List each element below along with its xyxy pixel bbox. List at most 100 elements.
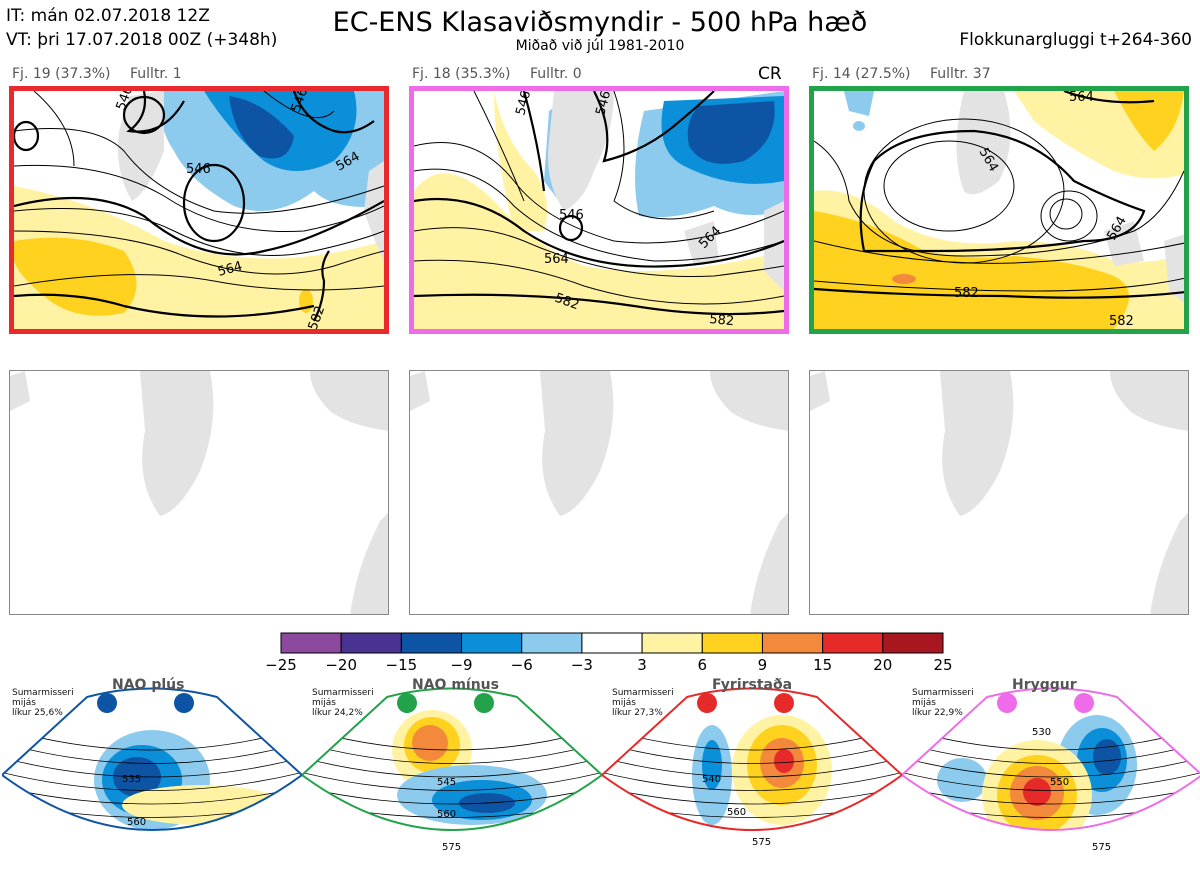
colorbar [280, 632, 944, 654]
colorbar-tick-label: −6 [510, 656, 533, 674]
height-contour [2, 754, 302, 778]
regime-note-line: Sumarmisseri [312, 688, 374, 698]
colorbar-tick-label: 3 [637, 656, 647, 674]
regime-note: Sumarmisseri mijás líkur 25,6% [12, 688, 74, 718]
cluster-1-control: Fulltr. 1 [130, 66, 182, 82]
height-contour [602, 754, 902, 778]
contour-label: 546 [593, 91, 614, 117]
height-contour [2, 784, 302, 805]
contour-label: 564 [544, 252, 569, 267]
regime-note-line: mijás [612, 698, 636, 708]
colorbar-tick-label: −9 [450, 656, 473, 674]
height-contour [302, 754, 602, 778]
regime-contour-label: 540 [702, 774, 721, 785]
regime-marker-dot [774, 693, 794, 713]
cluster-2-control: Fulltr. 0 [530, 66, 582, 82]
regime-contour-label: 545 [437, 777, 456, 788]
colorbar-cell [761, 632, 824, 654]
regime-note-line: Sumarmisseri [612, 688, 674, 698]
regime-map: 545 560 575 [302, 687, 602, 853]
colorbar-tick-label: −20 [325, 656, 357, 674]
contour-label: 582 [954, 286, 979, 301]
height-contour [602, 784, 902, 805]
contour-label: 546 [559, 208, 584, 223]
regime-map: 530 550 575 [902, 687, 1200, 866]
regime-marker-dot [1074, 693, 1094, 713]
regime-contour-label: 575 [752, 837, 771, 848]
colorbar-tick-label: 25 [933, 656, 953, 674]
anomaly-shading [1012, 854, 1042, 866]
page-title: EC-ENS Klasaviðsmyndir - 500 hPa hæð [332, 7, 868, 38]
regime-contour-label: 530 [1032, 727, 1051, 738]
colorbar-cell [882, 632, 944, 654]
colorbar-cell [521, 632, 583, 654]
colorbar-tick-label: 9 [757, 656, 768, 674]
regime-note-line: líkur 25,6% [12, 708, 63, 718]
height-contour [2, 829, 302, 830]
colorbar-tick-label: −3 [570, 656, 593, 674]
height-contour [902, 829, 1200, 830]
regime-map: 540 560 575 [602, 687, 902, 848]
height-contour [602, 769, 902, 791]
regime-note-line: mijás [312, 698, 336, 708]
cluster-3-control: Fulltr. 37 [930, 66, 991, 82]
cr-badge: CR [758, 64, 782, 84]
colorbar-cell [701, 632, 763, 654]
height-contour [302, 739, 602, 764]
height-contour [902, 784, 1200, 805]
init-time: IT: mán 02.07.2018 12Z [6, 6, 210, 26]
colorbar-cell [641, 632, 703, 654]
colorbar-cell [340, 632, 402, 654]
height-contour [902, 739, 1200, 764]
regime-note: Sumarmisseri mijás líkur 24,2% [312, 688, 374, 718]
regime-contour-label: 560 [127, 817, 146, 828]
height-contour [2, 845, 302, 858]
regime-note: Sumarmisseri mijás líkur 27,3% [612, 688, 674, 718]
regime-note-line: líkur 22,9% [912, 708, 963, 718]
regime-note: Sumarmisseri mijás líkur 22,9% [912, 688, 974, 718]
cluster-3-map: 564 564 564 582 582 [809, 86, 1189, 334]
regime-title: Hryggur [1012, 677, 1077, 693]
regime-note-line: Sumarmisseri [912, 688, 974, 698]
colorbar-cell [280, 632, 342, 654]
height-contour [2, 769, 302, 791]
regime-note-line: líkur 27,3% [612, 708, 663, 718]
contour-label: 564 [1069, 91, 1094, 105]
regime-contour-label: 575 [1092, 842, 1111, 853]
colorbar-tick-label: 20 [873, 656, 893, 674]
regime-contour-label: 575 [442, 842, 461, 853]
regime-contour-label: 535 [122, 774, 141, 785]
regime-marker-dot [397, 693, 417, 713]
regime-contour-label: 560 [727, 807, 746, 818]
anomaly-shading [937, 758, 987, 802]
colorbar-cell [822, 632, 884, 654]
anomaly-shading [412, 725, 448, 761]
page-subtitle: Miðað við júl 1981-2010 [515, 38, 685, 54]
regime-note-line: líkur 24,2% [312, 708, 363, 718]
regime-marker-dot [474, 693, 494, 713]
empty-map-3 [809, 370, 1189, 615]
colorbar-tick-label: −25 [265, 656, 297, 674]
valid-time: VT: þri 17.07.2018 00Z (+348h) [6, 30, 278, 50]
regime-title: Fyrirstaða [712, 677, 793, 693]
empty-map-1 [9, 370, 389, 615]
contour-label: 546 [513, 91, 534, 117]
regime-contour-label: 550 [1050, 777, 1069, 788]
cluster-1-label: Fj. 19 (37.3%) [12, 66, 111, 82]
cluster-2-label: Fj. 18 (35.3%) [412, 66, 511, 82]
colorbar-cell [581, 632, 643, 654]
regime-note-line: mijás [12, 698, 36, 708]
regime-title: NAO mínus [412, 677, 499, 693]
regime-outline [2, 687, 302, 831]
colorbar-tick-label: −15 [385, 656, 418, 674]
regime-marker-dot [174, 693, 194, 713]
contour-label: 564 [216, 259, 244, 280]
classification-window: Flokkunargluggi t+264-360 [959, 30, 1192, 50]
colorbar-tick-label: 6 [697, 656, 708, 674]
regime-contour-label: 560 [437, 809, 456, 820]
contour-label: 582 [306, 304, 329, 329]
cluster-2-map: 546 546 546 564 564 582 582 [409, 86, 789, 334]
colorbar-cell [400, 632, 463, 654]
height-contour [2, 739, 302, 764]
colorbar-tick-label: 15 [813, 656, 833, 674]
